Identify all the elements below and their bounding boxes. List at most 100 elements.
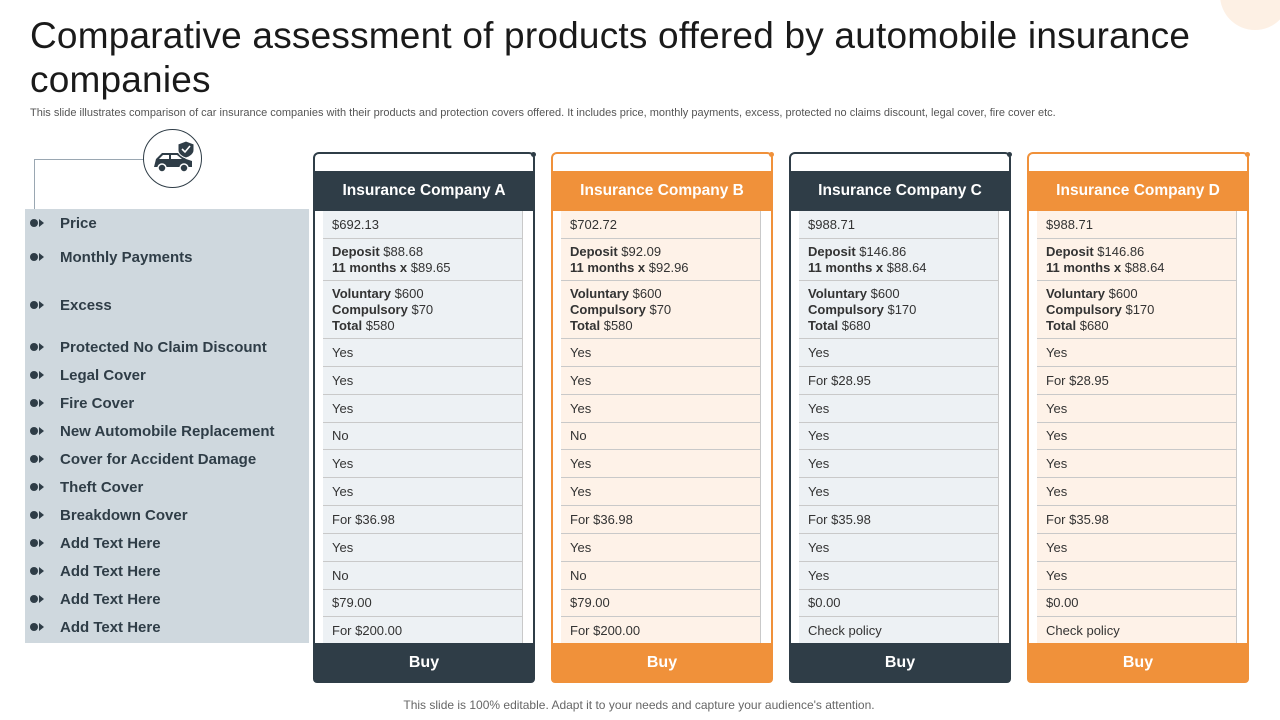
- footer-note: This slide is 100% editable. Adapt it to…: [403, 698, 875, 712]
- buy-button[interactable]: Buy: [551, 643, 773, 683]
- cell-value: Yes: [1046, 428, 1068, 443]
- table-cell: Check policy: [1037, 617, 1237, 645]
- bullet-arrow-icon: [30, 371, 44, 379]
- bullet-arrow-icon: [30, 399, 44, 407]
- table-cell: Yes: [561, 395, 761, 423]
- feature-row: New Automobile Replacement: [25, 422, 309, 440]
- cell-value: Yes: [1046, 483, 1068, 499]
- bullet-arrow-icon: [30, 595, 44, 603]
- cell-value: Yes: [570, 455, 592, 471]
- table-cell: For $36.98: [561, 506, 761, 534]
- cell-value: Yes: [570, 400, 592, 416]
- table-cell: For $35.98: [799, 506, 999, 534]
- feature-label: Add Text Here: [60, 562, 161, 580]
- table-cell: No: [561, 423, 761, 450]
- table-cell: For $35.98: [1037, 506, 1237, 534]
- table-cell: $0.00: [799, 590, 999, 617]
- cell-value: $0.00: [1046, 595, 1079, 610]
- table-cell: Voluntary $600 Compulsory $70 Total $580: [323, 281, 523, 339]
- table-cell: $988.71: [799, 211, 999, 239]
- feature-list-panel: Price Monthly Payments Excess Protected No …: [25, 209, 309, 643]
- cell-value: For $36.98: [570, 511, 633, 527]
- bracket-dot: [531, 152, 536, 157]
- cell-value: No: [570, 567, 587, 583]
- cell-value: For $200.00: [332, 622, 403, 638]
- cell-value: $988.71: [1046, 216, 1093, 232]
- table-cell: Yes: [799, 423, 999, 450]
- cell-value: No: [332, 428, 349, 443]
- bullet-arrow-icon: [30, 301, 44, 309]
- table-cell: Yes: [323, 367, 523, 395]
- cell-value: No: [332, 567, 349, 583]
- cell-value: For $200.00: [570, 622, 641, 638]
- table-cell: $79.00: [561, 590, 761, 617]
- buy-button[interactable]: Buy: [789, 643, 1011, 683]
- cell-value: Yes: [332, 483, 354, 499]
- bullet-arrow-icon: [30, 511, 44, 519]
- feature-label: Excess: [60, 296, 112, 314]
- cell-value: Yes: [332, 400, 354, 416]
- table-cell: Yes: [1037, 478, 1237, 506]
- table-cell: No: [561, 562, 761, 590]
- table-cell: Voluntary $600 Compulsory $70 Total $580: [561, 281, 761, 339]
- buy-button[interactable]: Buy: [313, 643, 535, 683]
- cell-value: No: [570, 428, 587, 443]
- cell-value: For $35.98: [808, 511, 871, 527]
- table-cell: Yes: [323, 450, 523, 478]
- table-cell: Yes: [1037, 534, 1237, 562]
- bullet-arrow-icon: [30, 343, 44, 351]
- table-cell: For $28.95: [799, 367, 999, 395]
- table-cell: Yes: [561, 367, 761, 395]
- bullet-arrow-icon: [30, 253, 44, 261]
- feature-row: Fire Cover: [25, 394, 309, 412]
- bullet-arrow-icon: [30, 219, 44, 227]
- feature-row: Excess: [25, 296, 309, 314]
- cell-value: Check policy: [1046, 622, 1120, 638]
- feature-label: Theft Cover: [60, 478, 144, 496]
- table-cell: Deposit $92.09 11 months x $92.96: [561, 239, 761, 281]
- table-cell: Yes: [1037, 395, 1237, 423]
- buy-button[interactable]: Buy: [1027, 643, 1249, 683]
- cell-value: $988.71: [808, 216, 855, 232]
- feature-row: Cover for Accident Damage: [25, 450, 309, 468]
- table-cell: Voluntary $600 Compulsory $170 Total $680: [1037, 281, 1237, 339]
- table-cell: Voluntary $600 Compulsory $170 Total $680: [799, 281, 999, 339]
- cell-value: Yes: [808, 539, 830, 555]
- feature-row: Monthly Payments: [25, 248, 309, 266]
- table-cell: For $28.95: [1037, 367, 1237, 395]
- cell-value: $692.13: [332, 216, 379, 232]
- cell-value: Yes: [808, 344, 830, 360]
- bracket-dot: [769, 152, 774, 157]
- bullet-arrow-icon: [30, 623, 44, 631]
- feature-row: Add Text Here: [25, 590, 309, 608]
- feature-label: Cover for Accident Damage: [60, 450, 257, 468]
- cell-value: Yes: [808, 455, 830, 471]
- car-shield-icon: [143, 129, 202, 188]
- feature-row: Protected No Claim Discount: [25, 338, 309, 356]
- table-cell: No: [323, 423, 523, 450]
- feature-label: Price: [60, 214, 97, 232]
- table-cell: $0.00: [1037, 590, 1237, 617]
- cell-value: $79.00: [332, 595, 372, 610]
- feature-label: New Automobile Replacement: [60, 422, 275, 440]
- cell-value: Yes: [570, 539, 592, 555]
- cell-value: Yes: [570, 344, 592, 360]
- feature-row: Add Text Here: [25, 562, 309, 580]
- table-cell: $702.72: [561, 211, 761, 239]
- column-bracket: [313, 152, 536, 172]
- bracket-dot: [1245, 152, 1250, 157]
- table-cell: Yes: [799, 339, 999, 367]
- table-cell: For $36.98: [323, 506, 523, 534]
- company-header: Insurance Company B: [551, 171, 773, 211]
- table-cell: Yes: [799, 450, 999, 478]
- company-header: Insurance Company C: [789, 171, 1011, 211]
- company-column: Insurance Company C $988.71 Deposit $146.8…: [789, 152, 1012, 683]
- cell-value: Yes: [1046, 567, 1068, 583]
- feature-label: Protected No Claim Discount: [60, 338, 267, 356]
- column-frame: [1027, 211, 1249, 643]
- cell-value: For $35.98: [1046, 511, 1109, 527]
- cell-value: Yes: [1046, 400, 1068, 416]
- table-cell: Yes: [1037, 423, 1237, 450]
- bullet-arrow-icon: [30, 427, 44, 435]
- cell-value: For $28.95: [1046, 372, 1109, 388]
